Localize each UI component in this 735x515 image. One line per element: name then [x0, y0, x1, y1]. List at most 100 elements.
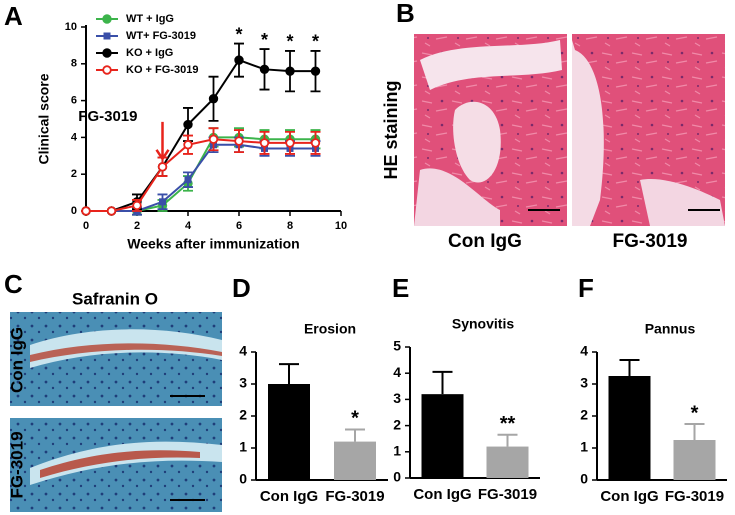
y-tick-label: 2: [71, 168, 77, 180]
y-tick-label: 6: [71, 95, 77, 107]
data-point: [310, 138, 321, 148]
data-point: [285, 138, 295, 148]
series-line: [86, 138, 316, 212]
annotation-arrow: [155, 121, 170, 162]
error-bar: [619, 359, 640, 376]
y-tick-label: 8: [71, 58, 77, 70]
y-tick-label: 4: [239, 343, 247, 359]
data-point: [208, 94, 219, 104]
x-tick-label: Con IgG: [260, 488, 318, 505]
data-point: [208, 134, 219, 144]
panel-label: B: [396, 0, 415, 28]
error-bar: [684, 423, 705, 440]
annotation: FG-3019: [78, 108, 137, 125]
panel-label: A: [4, 1, 23, 31]
series-line: [86, 143, 316, 212]
y-tick-label: 3: [580, 375, 588, 391]
y-tick-label: 2: [393, 416, 401, 432]
y-tick-label: 3: [393, 390, 401, 406]
x-tick-label: 10: [335, 220, 347, 232]
data-point: [159, 198, 166, 206]
bar: [421, 394, 464, 478]
y-tick-label: 2: [580, 407, 588, 423]
legend-label: WT+ FG-3019: [126, 30, 196, 42]
significance: *: [351, 408, 359, 430]
y-tick-label: 1: [239, 439, 247, 455]
x-tick-label: 0: [83, 220, 89, 232]
panel-label: F: [578, 273, 594, 303]
x-tick-label: 4: [185, 220, 192, 232]
data-point: [310, 66, 321, 76]
data-point: [132, 200, 142, 211]
panel-label: E: [392, 273, 409, 303]
x-tick-label: Con IgG: [413, 486, 471, 503]
significance: *: [312, 32, 319, 52]
legend-marker: [103, 32, 111, 40]
bar: [673, 440, 716, 480]
legend-marker: [102, 65, 112, 75]
data-point: [259, 138, 270, 148]
significance: **: [500, 413, 516, 435]
legend-marker: [102, 14, 112, 24]
y-tick-label: 3: [239, 375, 247, 391]
x-tick-label: 8: [287, 220, 293, 232]
significance: *: [691, 402, 699, 424]
data-point: [234, 136, 244, 146]
bar: [608, 376, 651, 480]
data-point: [106, 206, 117, 216]
y-tick-label: 1: [393, 443, 401, 459]
data-point: [157, 162, 168, 172]
significance: *: [235, 24, 242, 44]
y-tick-label: 0: [71, 205, 77, 217]
error-bar: [497, 433, 518, 447]
x-tick-label: 6: [236, 220, 242, 232]
bar: [268, 384, 310, 480]
error-bar: [279, 363, 299, 384]
series-line: [86, 58, 316, 212]
legend-label: KO + IgG: [126, 47, 173, 59]
chart-title: Erosion: [304, 321, 356, 337]
y-axis-label: Clinical score: [36, 73, 52, 164]
y-tick-label: 2: [239, 407, 247, 423]
safranin-image: [10, 418, 222, 512]
y-tick-label: 0: [393, 469, 401, 485]
legend-marker: [102, 48, 112, 58]
data-point: [81, 206, 91, 216]
error-bar: [432, 370, 453, 395]
chart-title: Pannus: [645, 321, 696, 337]
y-tick-label: 4: [71, 131, 78, 143]
image-label: Con IgG: [7, 327, 26, 393]
data-point: [259, 64, 270, 75]
data-point: [183, 140, 193, 150]
x-tick-label: Con IgG: [600, 488, 658, 505]
bar: [486, 446, 529, 478]
data-point: [184, 176, 192, 184]
y-tick-label: 5: [393, 338, 401, 354]
legend-label: WT + IgG: [126, 13, 174, 25]
he-image: [572, 34, 725, 226]
image-caption: FG-3019: [613, 231, 688, 252]
he-image: [414, 34, 567, 226]
y-tick-label: 1: [580, 439, 588, 455]
y-tick-label: 4: [580, 343, 588, 359]
chart-title: Synovitis: [452, 316, 514, 332]
significance: *: [261, 30, 268, 50]
image-caption: Con IgG: [448, 231, 522, 252]
legend-label: KO + FG-3019: [126, 64, 198, 76]
significance: *: [286, 32, 293, 52]
x-tick-label: FG-3019: [478, 486, 537, 503]
error-bar: [345, 428, 365, 442]
y-tick-label: 0: [239, 471, 247, 487]
x-axis-label: Weeks after immunization: [127, 236, 299, 252]
y-tick-label: 10: [65, 21, 77, 33]
image-label: FG-3019: [7, 431, 26, 498]
x-tick-label: 2: [134, 220, 140, 232]
y-tick-label: 0: [580, 471, 588, 487]
data-point: [183, 119, 193, 130]
bar: [334, 441, 376, 480]
data-point: [285, 66, 295, 76]
x-tick-label: FG-3019: [665, 488, 724, 505]
data-point: [234, 55, 244, 65]
stain-label: HE staining: [381, 80, 401, 179]
